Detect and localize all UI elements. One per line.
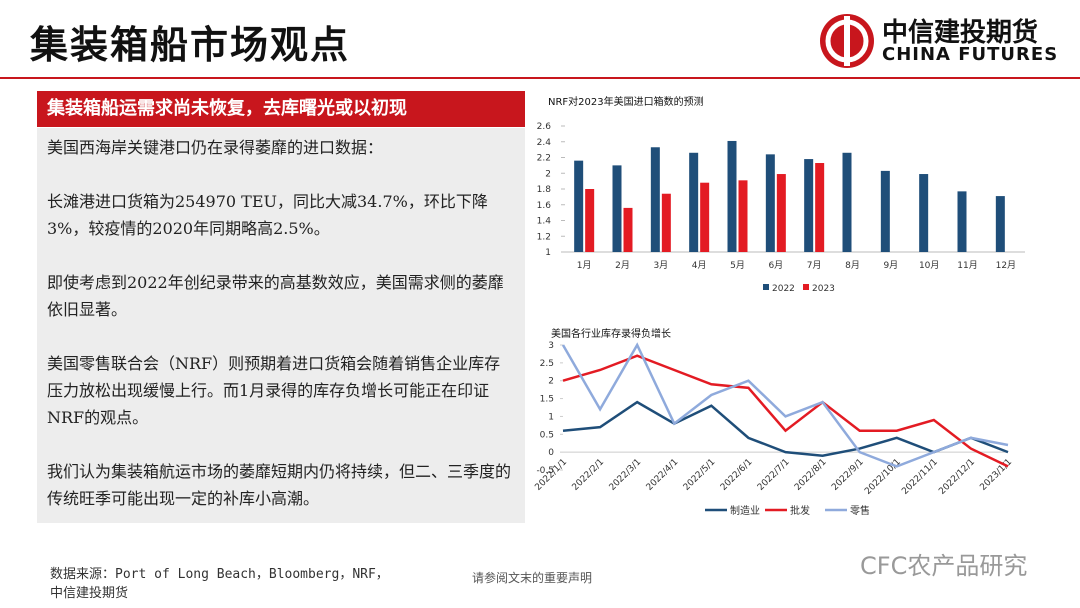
paragraph: 我们认为集装箱航运市场的萎靡短期内仍将持续，但二、三季度的传统旺季可能出现一定的… <box>47 462 512 508</box>
y-tick-label: 0 <box>548 448 554 458</box>
x-tick-label: 11月 <box>957 260 977 271</box>
legend-label: 零售 <box>850 504 870 517</box>
series-line <box>561 342 1009 468</box>
x-tick-label: 2022/9/1 <box>830 457 866 493</box>
legend-label: 2022 <box>772 284 795 294</box>
x-tick-label: 2022/10/1 <box>863 457 903 497</box>
legend-swatch <box>803 284 809 290</box>
paragraph: 即使考虑到2022年创纪录带来的高基数效应，美国需求侧的萎靡依旧显著。 <box>47 273 504 319</box>
x-tick-label: 8月 <box>845 260 860 271</box>
header-rule <box>0 77 1080 79</box>
x-tick-label: 2022/3/1 <box>608 457 644 493</box>
bar <box>623 207 633 252</box>
y-tick-label: 2.5 <box>540 359 554 369</box>
x-tick-label: 2022/12/1 <box>937 457 977 497</box>
legend-label: 2023 <box>812 284 835 294</box>
y-tick-label: 2 <box>545 169 551 179</box>
logo-emblem <box>820 14 874 68</box>
x-tick-label: 5月 <box>730 260 745 271</box>
watermark: CFC农产品研究 <box>860 552 1028 580</box>
y-tick-label: -0.5 <box>536 466 554 476</box>
source-line: 中信建投期货 <box>50 586 129 601</box>
y-tick-label: 1.6 <box>537 201 552 211</box>
y-tick-label: 2.2 <box>537 154 551 164</box>
bar <box>727 140 737 252</box>
legend-swatch <box>763 284 769 290</box>
bar <box>650 147 660 252</box>
paragraph: 长滩港进口货箱为254970 TEU，同比大减34.7%，环比下降3%，较疫情的… <box>47 192 488 238</box>
y-tick-label: 2.4 <box>537 138 552 148</box>
bar <box>574 160 584 252</box>
paragraph: 美国零售联合会（NRF）则预期着进口货箱会随着销售企业库存压力放松出现缓慢上行。… <box>47 354 501 427</box>
series-line <box>562 354 1009 468</box>
bar <box>765 154 775 252</box>
y-tick-label: 1.8 <box>537 185 552 195</box>
disclaimer: 请参阅文末的重要声明 <box>472 571 593 585</box>
logo-text-en: CHINA FUTURES <box>882 44 1059 65</box>
panel-heading: 集装箱船运需求尚未恢复，去库曙光或以初现 <box>37 91 525 127</box>
x-tick-label: 2022/4/1 <box>645 457 681 493</box>
logo-text: 中信建投期货 <box>882 18 1039 48</box>
x-tick-label: 2022/7/1 <box>756 457 792 493</box>
bar <box>776 174 786 252</box>
y-tick-label: 3 <box>548 341 554 351</box>
y-tick-label: 1 <box>545 248 551 258</box>
legend-label: 批发 <box>790 504 810 517</box>
x-tick-label: 2月 <box>615 260 630 271</box>
x-tick-label: 4月 <box>692 260 707 271</box>
x-tick-label: 2023/1/1 <box>978 457 1014 493</box>
x-tick-label: 2022/6/1 <box>719 457 755 493</box>
bar <box>689 152 699 252</box>
bar <box>738 180 748 252</box>
source-line: 数据来源：Port of Long Beach，Bloomberg，NRF， <box>50 567 389 582</box>
y-tick-label: 0.5 <box>540 430 554 440</box>
y-tick-label: 1.4 <box>537 217 552 227</box>
legend-label: 制造业 <box>730 504 760 517</box>
source-note: 数据来源：Port of Long Beach，Bloomberg，NRF， 中… <box>50 565 389 603</box>
x-tick-label: 7月 <box>807 260 822 271</box>
chart-title: NRF对2023年美国进口箱数的预测 <box>548 95 704 108</box>
x-tick-label: 9月 <box>883 260 898 271</box>
chart-title: 美国各行业库存录得负增长 <box>551 327 671 340</box>
bar <box>585 189 595 252</box>
y-tick-label: 1.2 <box>537 232 551 242</box>
bar <box>995 196 1005 252</box>
paragraph: 美国西海岸关键港口仍在录得萎靡的进口数据： <box>47 138 384 157</box>
bar <box>957 191 967 252</box>
bar <box>880 170 890 252</box>
x-tick-label: 2022/5/1 <box>682 457 718 493</box>
bar <box>700 182 710 252</box>
slide-title: 集装箱船市场观点 <box>30 23 351 67</box>
x-tick-label: 10月 <box>919 260 939 271</box>
text-panel: 美国西海岸关键港口仍在录得萎靡的进口数据： 长滩港进口货箱为254970 TEU… <box>37 128 525 523</box>
x-tick-label: 3月 <box>653 260 668 271</box>
bar <box>842 152 852 252</box>
y-tick-label: 2.6 <box>537 122 552 132</box>
bar <box>661 193 671 252</box>
x-tick-label: 6月 <box>768 260 783 271</box>
y-tick-label: 1.5 <box>540 395 554 405</box>
bar <box>815 163 825 252</box>
x-tick-label: 2022/2/1 <box>571 457 607 493</box>
x-tick-label: 2022/8/1 <box>793 457 829 493</box>
x-tick-label: 1月 <box>577 260 592 271</box>
x-tick-label: 12月 <box>996 260 1016 271</box>
bar <box>612 165 622 252</box>
y-tick-label: 2 <box>548 377 554 387</box>
bar <box>804 159 814 252</box>
bar <box>919 174 929 252</box>
y-tick-label: 1 <box>548 412 554 422</box>
